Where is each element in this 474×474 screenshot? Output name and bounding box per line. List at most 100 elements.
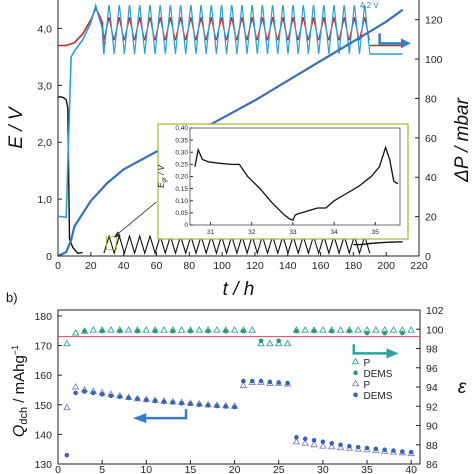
right-y-tick-label: 0 <box>425 251 431 263</box>
marker-series-0 <box>283 339 292 347</box>
left-axis-arrow-shaft <box>146 409 188 420</box>
marker-series-0 <box>257 339 265 347</box>
panel-a-x-axis-label: t / h <box>223 279 255 300</box>
marker-series-0 <box>248 326 257 333</box>
marker-series-0 <box>195 326 204 333</box>
marker-series-3 <box>400 449 405 454</box>
marker-series-3 <box>135 396 140 402</box>
legend-marker <box>351 357 360 365</box>
marker-series-3 <box>64 452 70 458</box>
potential-cycling-black <box>103 234 371 256</box>
marker-series-2 <box>310 440 318 448</box>
right-y-tick-label: 92 <box>426 401 438 413</box>
inset-y-label-unit: / V <box>157 164 166 177</box>
right-y-tick-label: 90 <box>426 421 438 433</box>
x-tick-label: 5 <box>99 464 105 474</box>
marker-series-3 <box>196 402 202 408</box>
pointer-line <box>113 201 157 238</box>
marker-series-3 <box>408 449 414 455</box>
arrow-shaft <box>378 33 401 45</box>
right-y-tick-label: 86 <box>426 459 438 471</box>
inset-y-tick-label: 0,20 <box>175 174 188 181</box>
right-y-tick-label: 88 <box>426 440 438 452</box>
marker-series-3 <box>302 436 308 442</box>
inset-y-tick-label: 0,30 <box>175 149 188 156</box>
y-tick-label: 4,0 <box>37 23 52 35</box>
potential-curve-red <box>58 6 105 47</box>
x-tick-label: 80 <box>183 260 195 272</box>
marker-series-3 <box>267 379 273 385</box>
inset-ticks: 31 32 33 34 35 0 0,05 0,10 0,15 0,20 0,25 0,30 0,35 0… <box>175 125 401 236</box>
panel-b-ticks: 0 5 10 15 20 25 30 35 40 130 140 150 160 170 180 86 88 90… <box>34 305 443 474</box>
marker-series-2 <box>63 403 71 411</box>
inset-y-tick-label: 0,15 <box>175 186 188 193</box>
right-y-tick-label: 94 <box>426 382 438 394</box>
y-tick-label: 150 <box>34 400 52 412</box>
inset-x-tick-label: 34 <box>331 229 339 236</box>
marker-series-0 <box>336 326 345 333</box>
y-tick-label: 160 <box>34 370 52 382</box>
marker-series-3 <box>391 448 396 453</box>
panel-b-right-y-axis-label: ε <box>458 377 467 398</box>
marker-series-0 <box>89 326 98 333</box>
y-tick-label: 1,0 <box>37 194 52 206</box>
marker-series-1 <box>205 328 211 334</box>
marker-series-3 <box>108 393 114 399</box>
x-tick-label: 30 <box>317 464 329 474</box>
legend-label: DEMS <box>364 391 393 402</box>
marker-series-3 <box>91 390 96 396</box>
right-y-tick-label: 20 <box>425 212 437 224</box>
marker-series-0 <box>213 326 221 333</box>
inset-graphite-potential-line <box>194 145 399 222</box>
right-y-tick-label: 120 <box>425 15 443 27</box>
marker-series-2 <box>292 437 301 445</box>
right-axis-arrow-head <box>386 348 399 359</box>
right-y-tick-label: 100 <box>425 54 443 66</box>
right-axis-arrow-shaft <box>352 344 387 355</box>
marker-series-0 <box>142 326 151 333</box>
marker-series-0 <box>407 326 415 333</box>
marker-series-3 <box>126 395 131 401</box>
x-tick-label: 100 <box>213 260 231 272</box>
right-y-tick-label: 96 <box>426 363 438 375</box>
marker-series-1 <box>400 330 405 336</box>
panel-a-y-axis-label: E / V <box>6 105 27 149</box>
marker-series-2 <box>327 442 336 450</box>
x-tick-label: 15 <box>185 464 197 474</box>
inset-y-tick-label: 0,25 <box>175 162 188 169</box>
marker-series-0 <box>230 326 239 333</box>
right-y-tick-label: 80 <box>425 93 437 105</box>
inset-frame <box>157 123 409 240</box>
y-label-subscript: dch <box>18 407 30 425</box>
panel-b-markers <box>63 326 415 458</box>
marker-series-1 <box>294 328 299 334</box>
potential-tail-black <box>353 241 403 246</box>
x-tick-label: 0 <box>55 260 61 272</box>
marker-series-2 <box>336 443 345 451</box>
panel-b-axis-arrows <box>133 344 399 424</box>
marker-series-3 <box>170 400 176 405</box>
marker-series-3 <box>188 401 193 407</box>
x-tick-label: 120 <box>246 260 264 272</box>
marker-series-3 <box>214 403 220 409</box>
marker-series-1 <box>135 328 140 334</box>
marker-series-1 <box>347 328 352 334</box>
marker-series-0 <box>372 326 380 333</box>
marker-series-1 <box>276 338 282 344</box>
potential-curve-black <box>57 95 83 254</box>
marker-series-1 <box>241 328 246 334</box>
potential-series-cyan <box>57 2 403 219</box>
y-tick-label: 0 <box>46 251 52 263</box>
legend-label: P <box>364 380 371 391</box>
marker-series-1 <box>188 328 193 334</box>
marker-series-0 <box>389 326 398 333</box>
marker-series-3 <box>320 439 326 445</box>
marker-series-0 <box>319 326 327 333</box>
inset-x-tick-label: 33 <box>289 229 297 236</box>
inset-curve <box>194 145 399 222</box>
marker-series-3 <box>347 443 352 449</box>
marker-series-0 <box>177 326 186 333</box>
marker-series-3 <box>205 403 211 408</box>
panel-a-plot-frame <box>57 0 420 257</box>
x-tick-label: 140 <box>279 260 297 272</box>
